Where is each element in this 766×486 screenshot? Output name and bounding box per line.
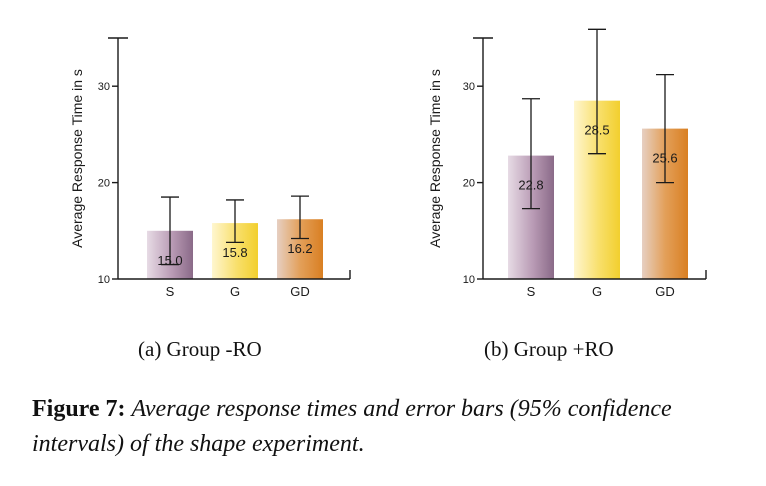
y-tick-label-30: 30 — [463, 81, 475, 93]
category-label-s: S — [527, 284, 536, 299]
y-tick-label-20: 20 — [98, 178, 110, 190]
value-label-s: 22.8 — [518, 178, 543, 193]
category-label-g: G — [592, 284, 602, 299]
y-tick-label-30: 30 — [98, 81, 110, 93]
caption-text: Average response times and error bars (9… — [32, 396, 672, 457]
y-tick-label-10: 10 — [463, 274, 475, 286]
caption-label: Figure 7: — [32, 396, 126, 422]
value-label-g: 15.8 — [222, 245, 247, 260]
category-label-g: G — [230, 284, 240, 299]
chart-group-plus-ro: 22.8 28.5 25.6 10 20 30 S G GD Average Response T… — [427, 28, 707, 299]
y-tick-label-20: 20 — [463, 178, 475, 190]
category-label-gd: GD — [655, 284, 675, 299]
y-axis-label: Average Response Time in s — [69, 69, 85, 248]
category-label-gd: GD — [290, 284, 310, 299]
value-label-s: 15.0 — [157, 253, 182, 268]
figure-caption: Figure 7: Average response times and err… — [32, 392, 742, 462]
subcaption-b: (b) Group +RO — [484, 337, 614, 361]
value-label-g: 28.5 — [584, 123, 609, 138]
y-tick-label-10: 10 — [98, 274, 110, 286]
value-label-gd: 25.6 — [652, 151, 677, 166]
category-label-s: S — [166, 284, 175, 299]
chart-group-minus-ro: 15.0 15.8 16.2 10 20 30 S G GD Average Response T… — [69, 37, 351, 299]
y-axis-label: Average Response Time in s — [427, 69, 443, 248]
subcaption-a: (a) Group -RO — [138, 337, 262, 361]
value-label-gd: 16.2 — [287, 241, 312, 256]
